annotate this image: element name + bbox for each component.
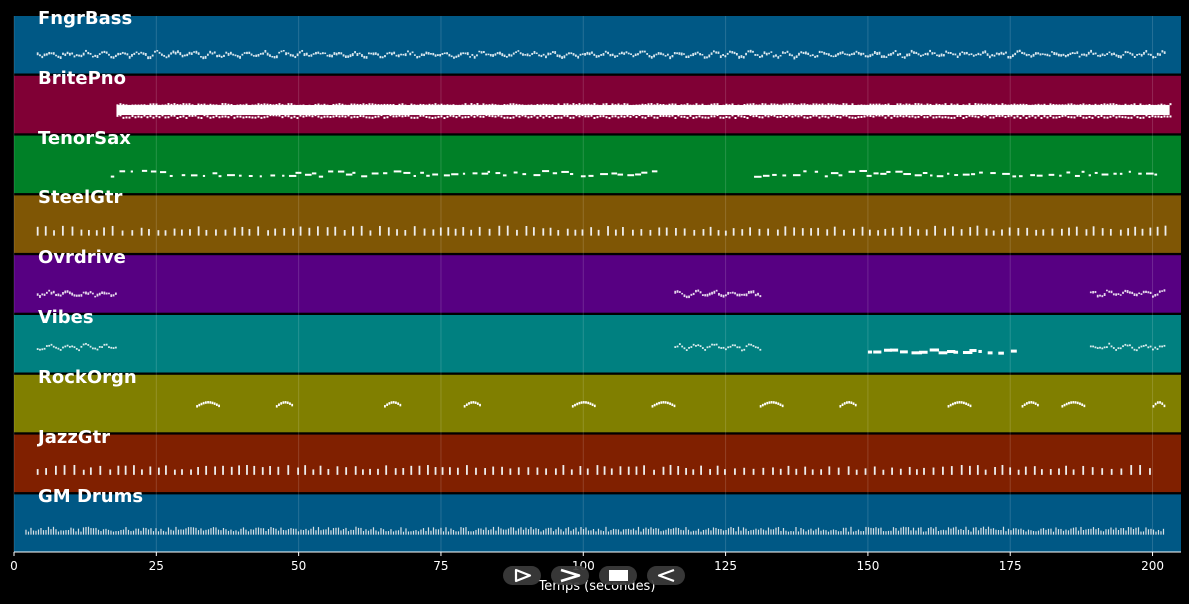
fast-forward-icon — [560, 568, 581, 583]
track-notes — [36, 464, 1151, 475]
track-lane[interactable] — [14, 374, 1181, 433]
x-tick-label: 200 — [1141, 559, 1164, 573]
track-lane[interactable] — [14, 16, 1181, 74]
x-tick-label: 175 — [998, 559, 1022, 573]
track-notes — [110, 169, 1158, 178]
stop-icon — [609, 570, 628, 581]
stop-button[interactable] — [599, 566, 637, 585]
track-notes — [196, 401, 1166, 408]
track-name: RockOrgn — [38, 366, 137, 388]
track-notes — [36, 289, 1166, 299]
x-tick-label: 125 — [714, 559, 738, 573]
track-notes — [36, 49, 1166, 60]
track-lane[interactable] — [14, 315, 1181, 373]
track-notes — [36, 225, 1167, 236]
track-name: Vibes — [38, 307, 94, 328]
track-lane[interactable] — [14, 494, 1181, 552]
x-tick-label: 25 — [148, 559, 164, 573]
track-notes — [36, 342, 1166, 355]
track-lane[interactable] — [14, 135, 1181, 194]
track-name: JazzGtr — [38, 426, 111, 448]
track-lane[interactable] — [14, 434, 1181, 493]
rewind-button[interactable] — [647, 566, 685, 585]
track-name: SteelGtr — [38, 187, 123, 209]
track-name: TenorSax — [38, 127, 131, 149]
rewind-icon — [657, 568, 675, 583]
track-name: GM Drums — [38, 486, 144, 508]
track-name: Ovrdrive — [38, 247, 126, 269]
x-tick-label: 150 — [856, 559, 880, 573]
track-lane[interactable] — [14, 195, 1181, 253]
track-name: BritePno — [38, 67, 126, 89]
x-tick-label: 50 — [290, 559, 307, 573]
fast-forward-button[interactable] — [551, 566, 589, 585]
play-button[interactable] — [503, 566, 541, 585]
x-tick-label: 75 — [433, 559, 449, 573]
play-icon — [514, 568, 532, 583]
track-notes — [25, 526, 1165, 535]
track-name: FngrBass — [38, 8, 133, 29]
x-tick-label: 0 — [10, 559, 18, 573]
track-lane[interactable] — [14, 255, 1181, 313]
track-notes — [116, 103, 1172, 120]
